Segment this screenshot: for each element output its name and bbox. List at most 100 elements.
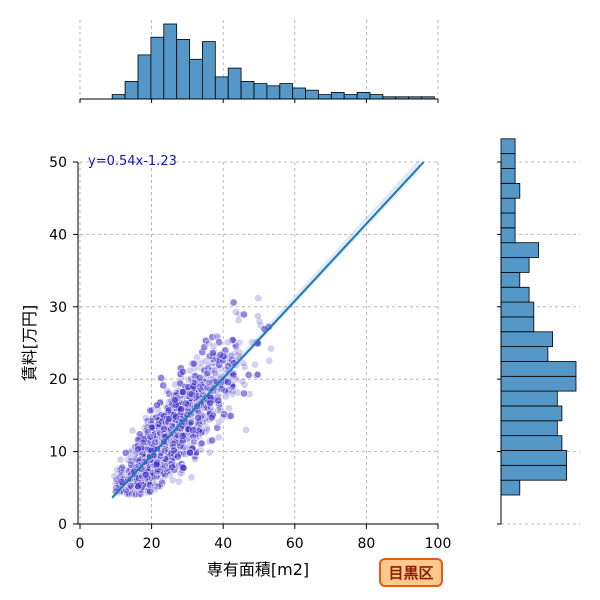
right-marginal-histogram bbox=[497, 138, 580, 525]
right-histogram-bar bbox=[500, 331, 553, 347]
right-histogram-bar bbox=[500, 405, 563, 422]
right-histogram-bar bbox=[500, 286, 530, 303]
data-point bbox=[240, 389, 248, 398]
data-point bbox=[191, 455, 199, 464]
top-histogram-bar bbox=[305, 89, 319, 100]
data-point bbox=[179, 388, 187, 396]
y-axis-ticks: 0 10 20 30 40 50 bbox=[49, 155, 78, 533]
top-histogram-bar bbox=[317, 94, 332, 100]
top-histogram-gridlines bbox=[79, 20, 439, 99]
right-histogram-bar bbox=[500, 435, 563, 451]
data-point bbox=[208, 436, 216, 445]
data-point bbox=[229, 371, 238, 380]
data-point bbox=[156, 452, 165, 461]
data-point bbox=[200, 343, 209, 352]
data-point bbox=[186, 366, 194, 375]
right-histogram-bar bbox=[500, 271, 521, 288]
top-histogram-bar bbox=[150, 36, 165, 100]
data-point bbox=[152, 413, 161, 422]
data-point bbox=[244, 371, 253, 379]
data-point bbox=[150, 485, 159, 494]
data-point bbox=[206, 399, 215, 407]
top-histogram-ticks bbox=[79, 99, 439, 103]
data-point bbox=[125, 490, 133, 499]
right-histogram-bar bbox=[500, 197, 516, 214]
data-point bbox=[207, 413, 216, 422]
data-point bbox=[215, 418, 223, 426]
data-point bbox=[251, 360, 259, 369]
x-axis-label: 専有面積[m2] bbox=[207, 560, 309, 579]
data-point bbox=[161, 455, 170, 463]
data-point bbox=[182, 399, 190, 408]
data-point bbox=[113, 466, 122, 474]
x-tick-label: 60 bbox=[286, 536, 304, 552]
data-point bbox=[178, 432, 187, 440]
data-point bbox=[265, 356, 274, 365]
data-point bbox=[235, 338, 244, 347]
data-point bbox=[151, 482, 160, 491]
data-point bbox=[189, 426, 197, 434]
data-point bbox=[226, 412, 235, 420]
data-point bbox=[116, 455, 125, 464]
data-point bbox=[189, 359, 198, 368]
right-histogram-bar bbox=[500, 479, 521, 496]
y-tick-label: 40 bbox=[49, 227, 67, 243]
right-histogram-bar bbox=[500, 153, 516, 169]
data-point bbox=[208, 333, 217, 341]
data-point bbox=[134, 482, 142, 491]
right-histogram-bar bbox=[500, 227, 516, 244]
data-point bbox=[189, 382, 198, 391]
data-point bbox=[221, 387, 230, 395]
x-tick-label: 20 bbox=[143, 536, 161, 552]
right-histogram-bar bbox=[500, 257, 530, 273]
top-histogram-bar bbox=[163, 23, 178, 100]
data-point bbox=[214, 396, 223, 405]
data-point bbox=[161, 471, 170, 480]
data-point bbox=[224, 378, 232, 387]
data-point bbox=[170, 460, 179, 469]
data-point bbox=[194, 413, 202, 422]
regression-equation: y=0.54x-1.23 bbox=[88, 154, 177, 169]
data-point bbox=[131, 490, 140, 498]
data-point bbox=[143, 428, 152, 436]
data-point bbox=[174, 477, 183, 486]
data-point bbox=[170, 446, 178, 455]
data-point bbox=[213, 423, 222, 432]
data-point bbox=[212, 386, 221, 395]
top-histogram-bar bbox=[343, 94, 358, 100]
data-point bbox=[118, 463, 126, 472]
data-point bbox=[203, 369, 212, 378]
top-histogram-bar bbox=[176, 39, 190, 100]
right-histogram-bar bbox=[500, 242, 539, 258]
data-point bbox=[117, 477, 126, 486]
top-histogram-bar bbox=[356, 92, 371, 100]
data-point bbox=[176, 414, 185, 423]
top-histogram-bar bbox=[279, 83, 294, 100]
data-point bbox=[229, 383, 238, 391]
data-point bbox=[160, 425, 168, 433]
right-histogram-bar bbox=[500, 346, 549, 362]
data-point bbox=[235, 348, 244, 357]
data-point bbox=[153, 466, 162, 475]
data-point bbox=[229, 298, 238, 307]
ward-badge-label: 目黒区 bbox=[388, 564, 433, 582]
data-point bbox=[208, 349, 217, 357]
data-point bbox=[203, 425, 212, 434]
scatter-points bbox=[110, 294, 275, 499]
data-point bbox=[171, 396, 179, 405]
data-point bbox=[254, 294, 263, 303]
data-point bbox=[134, 445, 142, 454]
right-histogram-ticks bbox=[497, 161, 501, 525]
top-histogram-bar bbox=[137, 54, 152, 100]
y-tick-label: 10 bbox=[49, 445, 67, 461]
data-point bbox=[232, 308, 240, 316]
data-point bbox=[128, 490, 136, 499]
data-point bbox=[146, 432, 155, 441]
data-point bbox=[204, 339, 213, 348]
right-histogram-bar bbox=[500, 464, 567, 481]
data-point bbox=[179, 443, 188, 452]
data-point bbox=[128, 426, 137, 435]
data-point bbox=[141, 470, 150, 479]
x-axis-ticks: 0 20 40 60 80 100 bbox=[76, 524, 451, 552]
